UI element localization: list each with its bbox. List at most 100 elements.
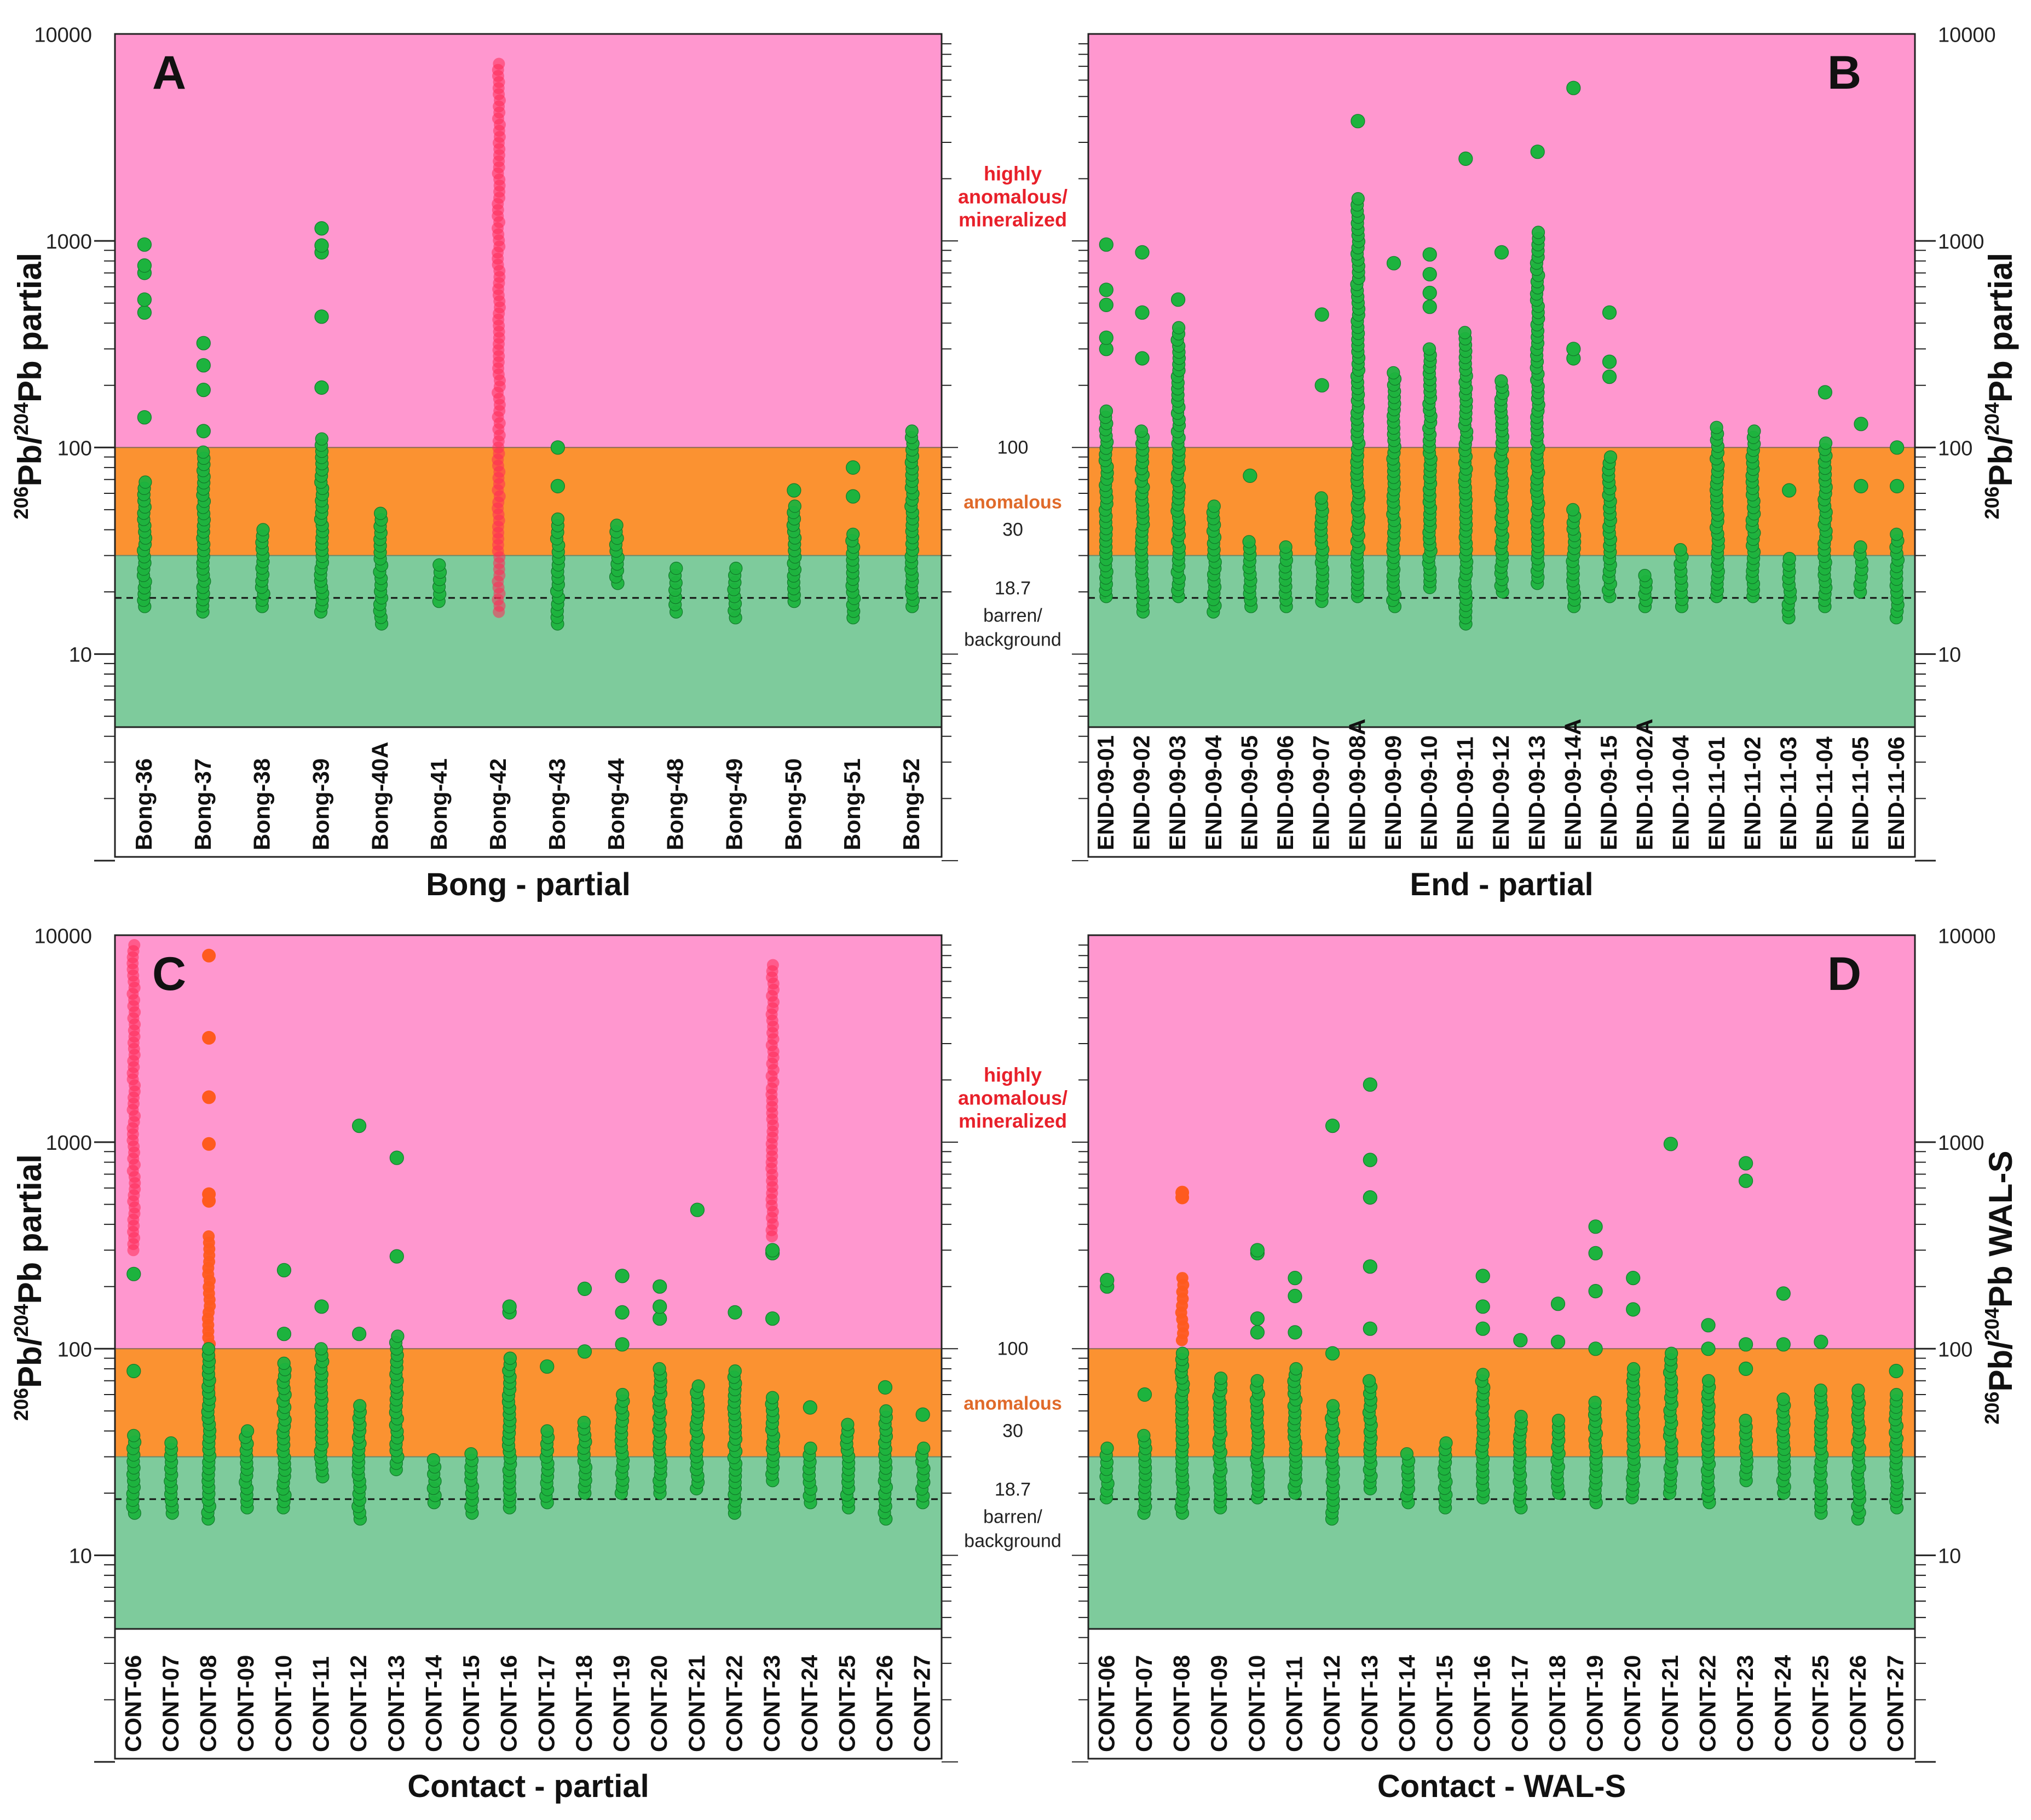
category-label: CONT-15 bbox=[1432, 1655, 1457, 1752]
category-label: CONT-10 bbox=[270, 1655, 296, 1752]
data-point-outlier bbox=[1250, 1325, 1265, 1340]
y-tick-label: 1000 bbox=[1938, 1132, 1984, 1155]
data-point bbox=[841, 1418, 855, 1431]
data-point-outlier bbox=[1288, 1288, 1302, 1304]
data-point bbox=[1710, 421, 1723, 434]
data-point-outlier bbox=[1351, 114, 1365, 129]
panel-D: CONT-06 CONT-07 CONT-08 CONT-09 CONT-10 CONT-… bbox=[1072, 925, 2019, 1804]
category-label: END-09-06 bbox=[1272, 735, 1298, 850]
zone-highly-anomalous bbox=[115, 34, 942, 448]
data-point bbox=[670, 561, 683, 575]
y-label-main: Pb bbox=[1982, 1350, 2019, 1392]
data-point-outlier bbox=[1175, 1185, 1190, 1200]
category-label: CONT-19 bbox=[1582, 1655, 1608, 1752]
category-label: END-11-01 bbox=[1704, 736, 1729, 850]
data-point bbox=[1739, 1414, 1752, 1427]
data-point-outlier bbox=[1288, 1271, 1302, 1286]
data-point-outlier bbox=[202, 1090, 216, 1104]
panel-letter: D bbox=[1827, 948, 1861, 1000]
data-point bbox=[1214, 1372, 1228, 1385]
y-tick-label: 100 bbox=[57, 1338, 92, 1361]
data-point-outlier bbox=[1099, 237, 1113, 252]
category-label: Bong-43 bbox=[544, 758, 570, 850]
zone-highly-anomalous bbox=[115, 935, 942, 1349]
data-point-outlier bbox=[1701, 1318, 1716, 1333]
category-label: CONT-13 bbox=[1357, 1655, 1382, 1752]
data-point-outlier bbox=[1243, 468, 1257, 483]
data-point-outlier bbox=[1814, 1334, 1828, 1349]
data-point-outlier bbox=[1890, 479, 1905, 494]
zone-label-high: highly bbox=[984, 1063, 1042, 1086]
category-label: CONT-24 bbox=[1770, 1655, 1796, 1752]
data-point-outlier bbox=[1325, 1119, 1340, 1133]
y-label-main: Pb partial bbox=[11, 1154, 48, 1304]
category-label: CONT-17 bbox=[533, 1655, 559, 1752]
category-label: END-09-02 bbox=[1128, 735, 1154, 850]
data-point-outlier bbox=[1422, 285, 1437, 301]
data-point-outlier bbox=[728, 1305, 742, 1320]
category-label: CONT-23 bbox=[1732, 1655, 1758, 1752]
data-point bbox=[426, 1453, 440, 1467]
data-point bbox=[1782, 551, 1796, 566]
data-point bbox=[691, 1379, 705, 1393]
category-label: END-11-02 bbox=[1740, 736, 1765, 850]
category-label: CONT-18 bbox=[571, 1655, 597, 1752]
y-label-slash: / bbox=[11, 435, 48, 445]
data-point-outlier bbox=[1530, 145, 1545, 159]
data-point bbox=[164, 1436, 178, 1450]
data-point-outlier bbox=[765, 1243, 780, 1258]
data-point-outlier bbox=[1458, 151, 1473, 166]
data-point bbox=[503, 1351, 517, 1365]
data-point-outlier bbox=[1100, 1272, 1115, 1287]
data-point bbox=[728, 1364, 742, 1378]
zone-label-high: highly bbox=[984, 162, 1042, 185]
y-tick-label: 10000 bbox=[1938, 925, 1996, 948]
category-label: CONT-11 bbox=[308, 1656, 334, 1752]
data-point bbox=[1495, 374, 1508, 388]
label-box bbox=[1087, 726, 1916, 858]
data-point bbox=[353, 1399, 367, 1413]
data-point bbox=[1603, 450, 1617, 464]
data-point-outlier bbox=[389, 1249, 404, 1264]
data-point-outlier bbox=[137, 305, 152, 320]
y-axis-B: 10 100 1000 10000 bbox=[1072, 24, 1996, 862]
data-point bbox=[1100, 1441, 1114, 1455]
category-label: CONT-09 bbox=[233, 1655, 258, 1752]
category-label: END-09-08A bbox=[1344, 719, 1370, 850]
category-label: Bong-36 bbox=[131, 758, 157, 850]
data-point-outlier bbox=[1250, 1243, 1265, 1258]
threshold-100-label: 100 bbox=[997, 1339, 1029, 1360]
data-point bbox=[1326, 1399, 1340, 1413]
data-point-outlier bbox=[1513, 1333, 1528, 1347]
data-point-outlier bbox=[1363, 1190, 1377, 1205]
category-label: END-11-04 bbox=[1811, 736, 1837, 850]
data-point-outlier bbox=[1475, 1321, 1490, 1336]
data-point-outlier bbox=[276, 1327, 292, 1341]
data-point-outlier bbox=[1626, 1271, 1641, 1286]
data-point-outlier bbox=[915, 1407, 930, 1422]
category-label: CONT-24 bbox=[797, 1655, 822, 1752]
data-point-outlier bbox=[1626, 1302, 1641, 1317]
data-point-outlier bbox=[137, 237, 152, 252]
data-point-outlier bbox=[577, 1281, 592, 1296]
category-label: END-09-14A bbox=[1560, 719, 1585, 850]
category-label: CONT-12 bbox=[1319, 1655, 1345, 1752]
data-point bbox=[540, 1424, 554, 1438]
data-point-outlier bbox=[787, 483, 801, 498]
category-label: END-09-04 bbox=[1201, 735, 1226, 850]
data-point-outlier bbox=[1550, 1297, 1566, 1311]
data-point bbox=[241, 1424, 255, 1438]
category-label: END-09-03 bbox=[1164, 735, 1190, 850]
data-point bbox=[1531, 226, 1545, 239]
data-point-outlier bbox=[1325, 1346, 1340, 1361]
zone-barren bbox=[115, 555, 942, 727]
data-point-outlier bbox=[1854, 479, 1868, 494]
y-label-main: Pb partial bbox=[1982, 253, 2019, 402]
data-point-outlier bbox=[196, 424, 211, 439]
points-A bbox=[136, 57, 920, 631]
data-point bbox=[493, 57, 505, 70]
data-point-outlier bbox=[1099, 283, 1113, 297]
data-point-outlier bbox=[276, 1263, 292, 1277]
zone-label-anomalous: anomalous bbox=[963, 1393, 1061, 1414]
data-point-outlier bbox=[1363, 1153, 1377, 1167]
